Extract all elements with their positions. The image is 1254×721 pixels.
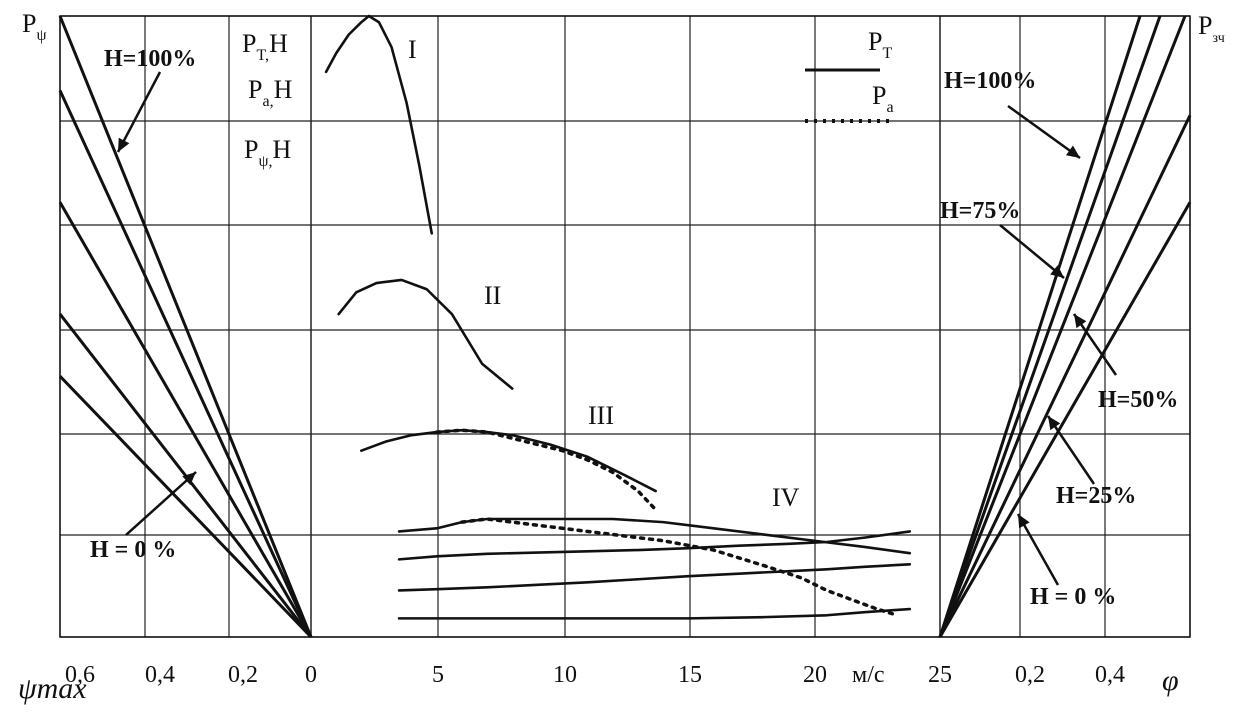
center-tick-1: 5 <box>432 662 444 688</box>
left-panel-lines <box>58 15 313 639</box>
right-series-label-100: H=100% <box>944 68 1036 94</box>
grid <box>59 15 1191 638</box>
left-tick-0: 0,6 <box>65 662 95 688</box>
center-ylabel-pa: Pa,H <box>248 75 293 110</box>
arrow-right-50-head <box>1074 314 1087 329</box>
center-tick-4: 20 <box>803 662 827 688</box>
left-line-0 <box>58 15 313 638</box>
center-panel-curves <box>324 14 912 620</box>
center-curve-0 <box>324 14 434 235</box>
right-line-3 <box>938 114 1192 638</box>
arrow-left-0-shaft <box>125 471 197 536</box>
right-ylabel: Pзч <box>1198 11 1225 46</box>
right-tick-labels: 0,2 0,4 <box>1015 662 1125 688</box>
left-tick-1: 0,4 <box>145 662 175 688</box>
center-ylabel-ppsi: Pψ,H <box>244 135 291 170</box>
center-xlabel: м/с <box>852 662 885 688</box>
arrow-right-75-head <box>1050 265 1064 278</box>
left-series-label-0: H = 0 % <box>90 537 176 563</box>
left-xlabel: ψmax <box>18 672 87 705</box>
center-curve-3 <box>435 428 658 512</box>
plot-frame <box>59 15 1191 638</box>
right-line-0 <box>938 15 1142 638</box>
gear-label-2: II <box>484 281 501 310</box>
center-tick-2: 10 <box>553 662 577 688</box>
legend-label-pt: PT <box>868 27 892 62</box>
left-line-4 <box>58 375 313 639</box>
center-tick-3: 15 <box>678 662 702 688</box>
right-tick-0: 0,2 <box>1015 662 1045 688</box>
gear-label-4: IV <box>772 483 800 512</box>
left-series-label-100: H=100% <box>104 46 196 72</box>
right-line-1 <box>938 15 1162 638</box>
arrow-right-0-shaft <box>1016 513 1060 586</box>
right-series-label-25: H=25% <box>1056 483 1136 509</box>
center-curve-1 <box>337 278 514 390</box>
right-series-label-50: H=50% <box>1098 387 1178 413</box>
left-ylabel: Pψ <box>22 9 46 44</box>
right-tick-1: 0,4 <box>1095 662 1125 688</box>
arrow-left-100-shaft <box>116 71 162 153</box>
gear-label-3: III <box>588 401 614 430</box>
right-series-label-0: H = 0 % <box>1030 584 1116 610</box>
arrow-right-0-head <box>1018 514 1030 529</box>
right-line-2 <box>938 15 1187 638</box>
arrow-right-100-head <box>1065 145 1080 158</box>
left-tick-labels: 0,6 0,4 0,2 <box>65 662 258 688</box>
left-line-2 <box>58 201 313 638</box>
right-panel-lines <box>938 15 1192 638</box>
arrow-right-75-shaft <box>999 224 1065 279</box>
arrow-right-100-shaft <box>1007 104 1081 160</box>
center-ylabel-pt: PT,H <box>242 29 288 64</box>
center-tick-labels: 0 5 10 15 20 25 <box>305 662 952 688</box>
center-curve-7 <box>397 563 912 592</box>
annotation-arrows <box>116 71 1118 586</box>
legend: PT Pa <box>805 27 894 123</box>
legend-label-pa: Pa <box>872 81 894 116</box>
center-curve-6 <box>397 530 912 561</box>
center-tick-0: 0 <box>305 662 317 688</box>
right-xlabel: φ <box>1162 664 1179 697</box>
arrow-left-100-head <box>118 137 130 152</box>
center-tick-5: 25 <box>928 662 952 688</box>
left-tick-2: 0,2 <box>228 662 258 688</box>
gear-label-1: I <box>408 35 417 64</box>
arrow-left-0-head <box>182 472 196 486</box>
right-line-4 <box>938 201 1192 638</box>
center-curve-8 <box>397 607 912 620</box>
center-curve-5 <box>460 517 899 618</box>
right-series-label-75: H=75% <box>940 198 1020 224</box>
center-curve-2 <box>360 428 657 493</box>
arrow-right-25-head <box>1048 416 1061 431</box>
left-line-1 <box>58 89 313 638</box>
center-curve-4 <box>397 517 912 555</box>
arrow-right-25-shaft <box>1046 415 1096 485</box>
